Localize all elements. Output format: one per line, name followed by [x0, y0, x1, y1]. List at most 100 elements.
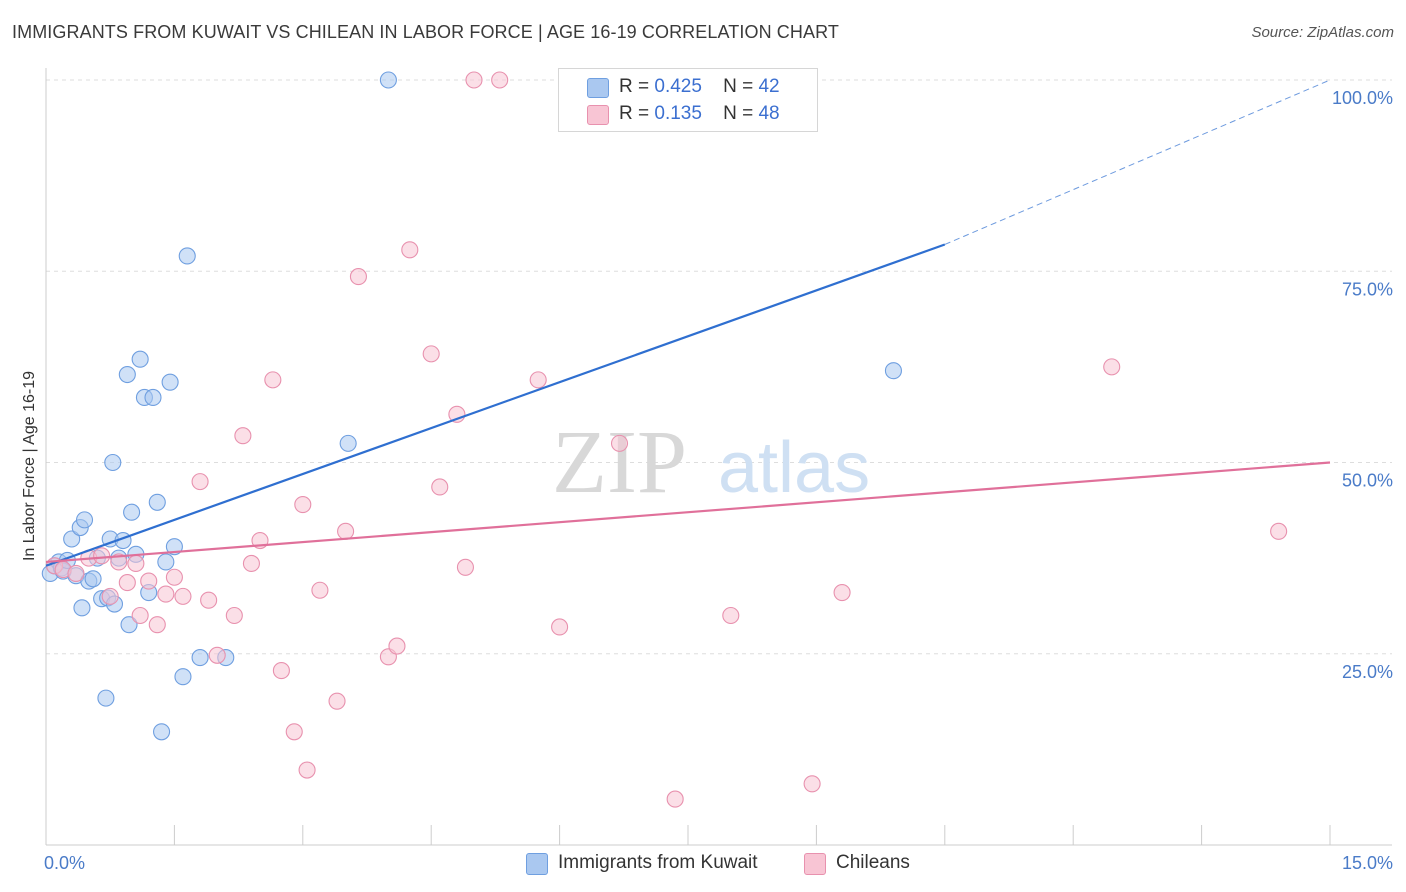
- point-kuwait: [120, 616, 138, 634]
- point-chileans: [140, 572, 158, 590]
- legend-r-label: R =: [619, 76, 650, 97]
- point-chileans: [285, 723, 303, 741]
- point-chileans: [833, 583, 851, 602]
- point-chileans: [101, 587, 119, 605]
- y-tick-label: 75.0%: [1342, 279, 1393, 299]
- legend-swatch-chileans: [587, 105, 609, 125]
- point-chileans: [131, 606, 149, 625]
- series-name-chileans: Chileans: [836, 852, 910, 873]
- point-kuwait: [73, 599, 91, 617]
- series-swatch-kuwait: [526, 853, 548, 875]
- x-tick-labels: 0.0% 15.0%: [44, 853, 1393, 873]
- point-kuwait: [75, 511, 94, 529]
- point-chileans: [200, 591, 218, 609]
- point-chileans: [422, 345, 440, 363]
- point-chileans: [264, 371, 282, 389]
- correlation-legend: R = 0.425 N = 42 R = 0.135 N = 48: [558, 68, 818, 132]
- trend-lines: [45, 79, 1331, 567]
- point-chileans: [529, 371, 547, 389]
- point-chileans: [349, 268, 367, 286]
- legend-n-value-chileans: 48: [758, 103, 780, 124]
- point-kuwait: [123, 503, 141, 521]
- point-chileans: [157, 585, 175, 603]
- point-chileans: [127, 554, 145, 573]
- point-kuwait: [118, 365, 136, 384]
- legend-n-value-kuwait: 42: [758, 76, 780, 97]
- y-tick-label: 25.0%: [1342, 662, 1393, 682]
- point-kuwait: [884, 362, 902, 380]
- point-chileans: [666, 790, 684, 808]
- point-chileans: [401, 241, 419, 259]
- point-chileans: [803, 775, 821, 793]
- legend-r-label: R =: [619, 103, 650, 124]
- point-kuwait: [339, 434, 357, 452]
- point-chileans: [328, 692, 346, 710]
- point-chileans: [337, 522, 355, 540]
- point-chileans: [491, 71, 509, 89]
- legend-swatch-kuwait: [587, 78, 609, 98]
- point-chileans: [431, 478, 449, 496]
- point-kuwait: [379, 71, 397, 89]
- chart-title: IMMIGRANTS FROM KUWAIT VS CHILEAN IN LAB…: [12, 22, 839, 42]
- point-chileans: [234, 427, 252, 445]
- watermark-zip: ZIP: [552, 413, 687, 512]
- point-chileans: [165, 568, 183, 586]
- point-chileans: [67, 564, 85, 582]
- y-tick-labels: 25.0% 50.0% 75.0% 100.0%: [1332, 88, 1393, 682]
- watermark-atlas: atlas: [718, 428, 870, 508]
- series-swatch-chileans: [804, 853, 826, 875]
- point-kuwait: [153, 723, 171, 741]
- point-chileans: [148, 616, 166, 634]
- point-kuwait: [144, 388, 162, 407]
- legend-n-label: N =: [723, 76, 754, 97]
- point-chileans: [465, 71, 483, 89]
- point-chileans: [456, 558, 474, 576]
- legend-n-label: N =: [723, 103, 754, 124]
- point-kuwait: [131, 350, 149, 368]
- point-chileans: [110, 553, 128, 571]
- source-credit: Source: ZipAtlas.com: [1251, 24, 1394, 41]
- point-chileans: [294, 496, 312, 514]
- point-kuwait: [97, 689, 115, 707]
- trend-line-chileans: [45, 461, 1331, 564]
- point-chileans: [208, 646, 226, 664]
- trend-line-kuwait-extension: [944, 79, 1331, 245]
- point-kuwait: [157, 553, 175, 571]
- x-tick-label: 0.0%: [44, 853, 85, 873]
- y-tick-label: 100.0%: [1332, 88, 1393, 108]
- point-kuwait: [178, 247, 196, 265]
- point-chileans: [174, 587, 192, 605]
- x-tick-label: 15.0%: [1342, 853, 1393, 873]
- point-kuwait: [104, 453, 122, 472]
- point-chileans: [225, 606, 243, 625]
- point-kuwait: [174, 668, 192, 686]
- grid-lines: [46, 79, 1392, 655]
- point-chileans: [1103, 358, 1121, 376]
- point-chileans: [298, 761, 316, 779]
- data-points: [41, 71, 1288, 808]
- point-chileans: [388, 637, 406, 655]
- point-chileans: [242, 554, 260, 573]
- axes: [45, 68, 1392, 846]
- legend-r-value-kuwait: 0.425: [654, 76, 702, 97]
- watermark: ZIP atlas: [552, 413, 870, 512]
- trend-line-kuwait: [45, 243, 946, 567]
- point-chileans: [551, 618, 569, 636]
- point-chileans: [118, 574, 136, 592]
- point-kuwait: [84, 570, 102, 588]
- point-kuwait: [191, 649, 209, 667]
- point-kuwait: [148, 493, 166, 511]
- legend-r-value-chileans: 0.135: [654, 103, 702, 124]
- point-chileans: [610, 434, 629, 452]
- point-chileans: [1270, 522, 1288, 540]
- y-tick-label: 50.0%: [1342, 471, 1393, 491]
- point-chileans: [272, 662, 290, 680]
- point-kuwait: [63, 530, 81, 548]
- point-kuwait: [161, 373, 179, 391]
- point-chileans: [722, 606, 740, 625]
- point-chileans: [311, 581, 329, 599]
- y-axis-title: In Labor Force | Age 16-19: [21, 371, 38, 561]
- point-chileans: [191, 473, 209, 491]
- series-name-kuwait: Immigrants from Kuwait: [558, 852, 758, 873]
